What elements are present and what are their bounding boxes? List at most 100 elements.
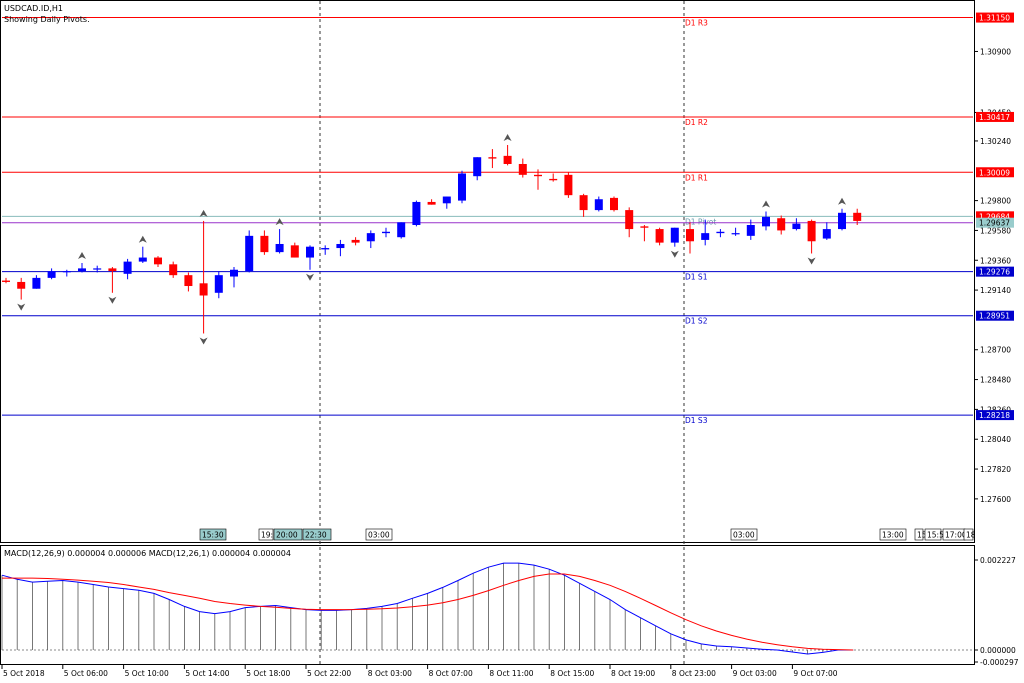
candle-body <box>853 212 862 221</box>
level-label: D1 S1 <box>685 273 708 282</box>
candle-body <box>351 239 360 243</box>
price-axis-label: 1.27820 <box>980 465 1011 474</box>
candle-body <box>2 280 10 282</box>
time-marker-text: 18 <box>966 531 976 540</box>
candle-body <box>777 218 786 231</box>
level-price-tag <box>976 266 1014 277</box>
candle-body <box>838 212 846 230</box>
candle-body <box>610 197 618 211</box>
x-axis-label: 8 Oct 19:00 <box>611 669 655 678</box>
candle-body <box>397 222 406 238</box>
time-marker-text: 03:00 <box>733 531 755 540</box>
symbol-label: USDCAD.ID,H1 <box>4 4 63 13</box>
level-label: D1 Pivot <box>685 217 716 226</box>
fractal-up-arrow <box>503 134 512 142</box>
candle-body <box>701 233 710 240</box>
x-axis-label: 8 Oct 15:00 <box>550 669 594 678</box>
level-price-tag <box>976 12 1014 23</box>
price-axis-label: 1.29800 <box>980 197 1011 206</box>
candle-body <box>442 196 451 204</box>
candle-body <box>169 264 178 276</box>
level-price-tag-text: 1.29684 <box>979 212 1010 221</box>
x-axis-label: 5 Oct 10:00 <box>125 669 169 678</box>
price-axis-label: 1.29580 <box>980 226 1011 235</box>
price-axis-label: 1.27600 <box>980 495 1011 504</box>
price-axis-label: 1.28700 <box>980 346 1011 355</box>
price-axis-label: 1.28480 <box>980 376 1011 385</box>
candle-body <box>427 201 436 205</box>
candle-body <box>214 275 223 293</box>
candle-body <box>336 243 345 249</box>
candle-body <box>260 235 269 253</box>
price-axis-label: 1.28260 <box>980 405 1011 414</box>
time-marker-text: 22:30 <box>305 531 327 540</box>
candle-body <box>93 268 102 270</box>
candle-body <box>290 245 299 258</box>
x-axis-label: 5 Oct 14:00 <box>185 669 229 678</box>
candle-body <box>230 269 238 277</box>
candle-body <box>792 223 801 230</box>
candle-body <box>564 174 573 196</box>
candle-body <box>123 261 132 274</box>
fractal-up-arrow <box>838 197 846 205</box>
indicator-subtitle: Showing Daily Pivots. <box>4 15 90 24</box>
candle-body <box>199 283 208 296</box>
level-price-tag-text: 1.28951 <box>979 312 1010 321</box>
x-axis-label: 8 Oct 07:00 <box>429 669 473 678</box>
current-price-tag <box>976 217 1014 228</box>
candle-body <box>807 220 816 242</box>
candle-body <box>503 155 512 164</box>
macd-axis-label: 0.000000 <box>980 646 1016 655</box>
x-axis-label: 9 Oct 07:00 <box>793 669 837 678</box>
candle-body <box>731 233 740 235</box>
level-label: D1 S2 <box>685 317 708 326</box>
candle-body <box>534 174 542 177</box>
x-axis-label: 5 Oct 22:00 <box>307 669 351 678</box>
level-price-tag-text: 1.30009 <box>979 168 1010 177</box>
candle-body <box>625 210 634 230</box>
fractal-up-arrow <box>762 200 770 208</box>
time-marker-text: 15:5 <box>927 531 944 540</box>
candle-body <box>746 225 755 236</box>
candle-body <box>822 229 831 239</box>
candle-body <box>594 199 603 211</box>
time-marker-text: 03:00 <box>368 531 390 540</box>
macd-axis-label: -0.000297 <box>980 658 1019 667</box>
candle-body <box>488 157 497 159</box>
macd-signal-line <box>2 573 854 651</box>
candle-body <box>78 268 86 272</box>
candle-body <box>184 275 193 287</box>
time-marker-text: 13:00 <box>882 531 904 540</box>
time-marker-text: 19: <box>261 531 273 540</box>
candle-body <box>655 229 664 243</box>
candle-body <box>17 281 26 289</box>
candle-body <box>458 173 466 201</box>
time-marker <box>914 528 924 541</box>
level-price-tag <box>976 111 1014 122</box>
candle-body <box>275 243 284 253</box>
time-marker <box>273 528 303 541</box>
level-price-tag <box>976 410 1014 421</box>
x-axis-label: 8 Oct 23:00 <box>672 669 716 678</box>
candle-body <box>154 257 162 265</box>
fractal-down-arrow <box>306 273 314 281</box>
fractal-down-arrow <box>807 257 816 265</box>
x-axis-label: 5 Oct 2018 <box>3 669 45 678</box>
candle-body <box>108 268 117 272</box>
macd-line <box>1 562 854 655</box>
fractal-down-arrow <box>199 337 208 345</box>
candle-body <box>138 257 147 262</box>
x-axis-label: 8 Oct 03:00 <box>368 669 412 678</box>
candle-body <box>62 271 71 273</box>
candle-body <box>47 271 56 278</box>
time-marker <box>730 528 758 541</box>
level-price-tag <box>976 167 1014 178</box>
fractal-up-arrow <box>78 251 86 259</box>
candle-body <box>366 233 375 242</box>
x-axis-label: 5 Oct 18:00 <box>246 669 290 678</box>
candle-body <box>245 235 254 272</box>
macd-axis-label: 0.002227 <box>980 556 1016 565</box>
fractal-down-arrow <box>108 296 117 304</box>
price-axis-label: 1.29140 <box>980 286 1011 295</box>
